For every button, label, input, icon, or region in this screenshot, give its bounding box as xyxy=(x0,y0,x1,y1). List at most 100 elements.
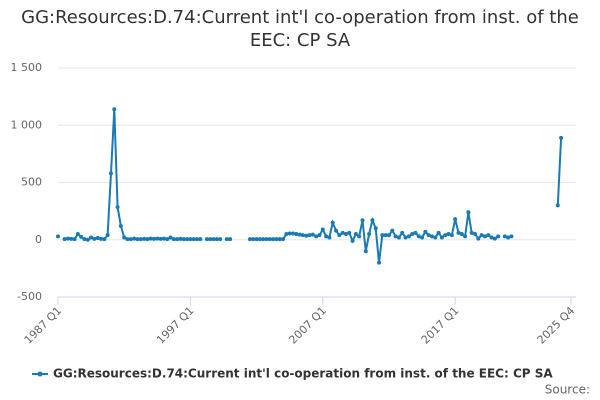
point xyxy=(377,260,382,265)
source: Source: xyxy=(545,383,590,397)
point xyxy=(128,237,133,242)
point xyxy=(261,237,266,242)
y-tick-label: 1 000 xyxy=(11,118,43,131)
point xyxy=(294,232,299,237)
point xyxy=(208,237,213,242)
point xyxy=(396,235,401,240)
point xyxy=(195,237,200,242)
point xyxy=(373,226,378,231)
point xyxy=(390,228,395,233)
point xyxy=(161,236,166,241)
point xyxy=(429,234,434,239)
point xyxy=(479,233,484,238)
point xyxy=(287,231,292,236)
point xyxy=(102,237,107,242)
point xyxy=(168,235,173,240)
point xyxy=(290,231,295,236)
point xyxy=(218,237,223,242)
point xyxy=(132,236,137,241)
point xyxy=(122,235,127,240)
point xyxy=(486,233,491,238)
point xyxy=(142,236,147,241)
point xyxy=(247,237,252,242)
point xyxy=(79,234,84,239)
x-tick-label: 2007 Q1 xyxy=(286,304,329,347)
x-tick-label: 2025 Q4 xyxy=(535,304,578,347)
point xyxy=(224,237,229,242)
point xyxy=(327,235,332,240)
point xyxy=(449,233,454,238)
point xyxy=(204,237,209,242)
point xyxy=(436,230,441,235)
point xyxy=(350,238,355,243)
point xyxy=(198,237,203,242)
point xyxy=(99,236,104,241)
point xyxy=(439,235,444,240)
point xyxy=(492,236,497,241)
point xyxy=(357,234,362,239)
point xyxy=(423,229,428,234)
point xyxy=(75,232,80,237)
point xyxy=(254,237,259,242)
point xyxy=(148,236,153,241)
point xyxy=(151,236,156,241)
point xyxy=(300,233,305,238)
point xyxy=(125,237,130,242)
point xyxy=(360,218,365,223)
point xyxy=(347,230,352,235)
point xyxy=(181,237,186,242)
point xyxy=(400,230,405,235)
point xyxy=(433,235,438,240)
point xyxy=(453,217,458,222)
point xyxy=(456,230,461,235)
point xyxy=(65,236,70,241)
point xyxy=(267,237,272,242)
point xyxy=(89,235,94,240)
chart-title: GG:Resources:D.74:Current int'l co-opera… xyxy=(21,7,579,51)
point xyxy=(343,232,348,237)
point xyxy=(175,237,180,242)
point xyxy=(506,235,511,240)
y-tick-label: 500 xyxy=(21,176,42,189)
point xyxy=(72,237,77,242)
point xyxy=(145,237,150,242)
point xyxy=(406,234,411,239)
point xyxy=(284,232,289,237)
point xyxy=(264,237,269,242)
point xyxy=(466,210,471,215)
point xyxy=(62,237,67,242)
point xyxy=(95,236,100,241)
point xyxy=(115,205,120,210)
point xyxy=(383,233,388,238)
x-tick-label: 2017 Q1 xyxy=(419,304,462,347)
point xyxy=(56,234,60,239)
point xyxy=(420,235,425,240)
point xyxy=(502,234,507,239)
legend-label: GG:Resources:D.74:Current int'l co-opera… xyxy=(53,367,553,381)
point xyxy=(105,233,110,238)
point xyxy=(473,232,478,237)
point xyxy=(403,235,408,240)
point xyxy=(112,107,117,112)
point xyxy=(228,237,233,242)
point xyxy=(165,237,170,242)
point xyxy=(446,232,451,237)
point xyxy=(559,135,564,140)
point xyxy=(171,237,176,242)
point xyxy=(367,232,372,237)
point xyxy=(334,228,339,233)
point xyxy=(386,233,391,238)
point xyxy=(320,227,325,232)
point xyxy=(251,237,256,242)
point xyxy=(509,234,514,239)
point xyxy=(135,237,140,242)
legend-dot xyxy=(37,371,43,377)
point xyxy=(310,232,315,237)
point xyxy=(443,233,448,238)
point xyxy=(214,237,219,242)
point xyxy=(555,203,560,208)
point xyxy=(158,236,163,241)
point xyxy=(274,237,279,242)
